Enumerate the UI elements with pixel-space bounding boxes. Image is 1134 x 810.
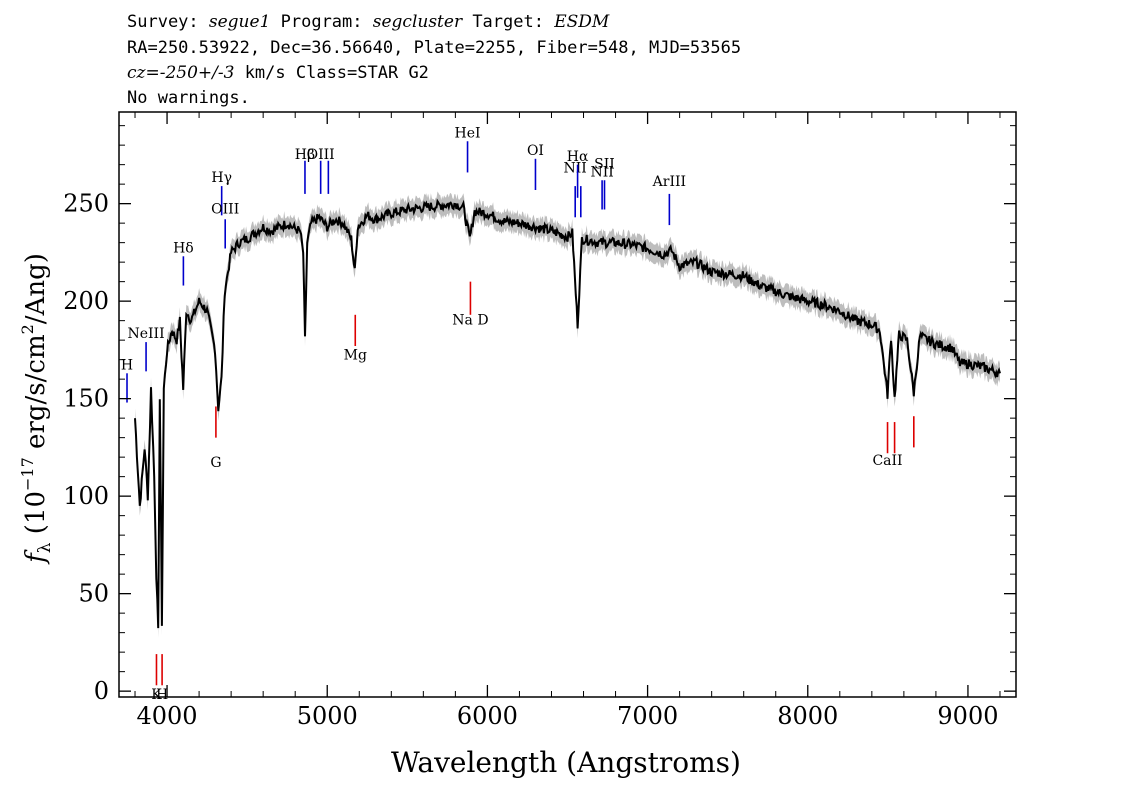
plot-frame — [118, 111, 1017, 698]
target-value: ESDM — [554, 12, 610, 32]
line-marker-label: Hγ — [211, 170, 232, 186]
y-tick-label: 250 — [63, 190, 109, 218]
y-tick-label: 100 — [63, 482, 109, 510]
line-marker-layer: HNeIIIHδHγOIIIHβOIIIHeIOINIIHαNIISIIArII… — [121, 125, 915, 703]
header-line-3: cz=-250+/-3 km/s Class=STAR G2 — [127, 63, 429, 83]
class-value: km/s Class=STAR G2 — [234, 63, 429, 83]
line-marker-label: ArIII — [652, 174, 686, 190]
survey-value: segue1 — [208, 12, 271, 32]
y-tick-label: 50 — [78, 580, 109, 608]
line-marker-label: Hβ — [295, 147, 315, 163]
survey-label: Survey: — [127, 12, 209, 32]
target-label: Target: — [462, 12, 555, 32]
x-tick-label: 9000 — [937, 702, 998, 730]
line-marker-label: HeI — [455, 125, 481, 141]
redshift-value: cz=-250+/-3 — [127, 63, 235, 83]
error-band-layer — [135, 191, 1000, 638]
x-tick-label: 4000 — [137, 702, 198, 730]
line-marker-label: NII — [564, 160, 587, 176]
header-line-1: Survey: segue1 Program: segcluster Targe… — [127, 12, 609, 32]
line-marker-label: CaII — [872, 453, 902, 469]
line-marker-label: H — [121, 357, 133, 373]
program-value: segcluster — [372, 12, 463, 32]
x-tick-label: 6000 — [457, 702, 518, 730]
header-line-4: No warnings. — [127, 88, 250, 108]
y-tick-label: 200 — [63, 287, 109, 315]
spectrum-series-layer — [134, 198, 1001, 629]
axes: 4000 5000 6000 7000 8000 9000 0 50 100 150 200 250 — [63, 111, 1017, 730]
line-marker-label: G — [210, 455, 221, 471]
x-tick-label: 5000 — [297, 702, 358, 730]
y-tick-label: 150 — [63, 385, 109, 413]
line-marker-label: Hα — [567, 149, 589, 165]
line-marker-label: SII — [594, 157, 615, 173]
x-axis-label: Wavelength (Angstroms) — [391, 746, 741, 779]
error-band — [135, 191, 1000, 638]
line-marker-label: OI — [527, 143, 544, 159]
line-marker-label: Na D — [452, 313, 488, 329]
line-marker-label: K — [151, 687, 162, 703]
line-marker-label: H — [156, 687, 168, 703]
spectrum-line — [134, 198, 1001, 629]
line-marker-label: Mg — [344, 348, 367, 364]
svg-text:fλ (10−17 erg/s/cm2/Ang): fλ (10−17 erg/s/cm2/Ang) — [18, 253, 55, 565]
line-marker-label: NeIII — [127, 326, 164, 342]
line-marker-label: OIII — [211, 201, 239, 217]
line-marker-label: OIII — [307, 147, 335, 163]
x-tick-label: 8000 — [777, 702, 838, 730]
header-line-2: RA=250.53922, Dec=36.56640, Plate=2255, … — [127, 38, 742, 58]
line-marker-label: NII — [590, 164, 613, 180]
line-marker-label: Hδ — [173, 240, 194, 256]
x-tick-label: 7000 — [617, 702, 678, 730]
y-tick-label: 0 — [94, 677, 109, 705]
program-label: Program: — [270, 12, 373, 32]
y-axis-label: fλ (10−17 erg/s/cm2/Ang) — [18, 253, 55, 565]
